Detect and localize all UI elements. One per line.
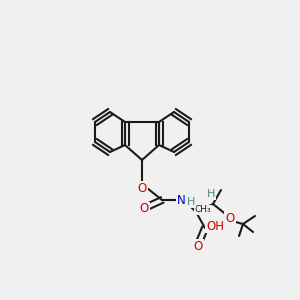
- Text: N: N: [177, 194, 185, 206]
- Text: O: O: [140, 202, 148, 215]
- Text: OH: OH: [206, 220, 224, 232]
- Text: H: H: [187, 197, 195, 207]
- Text: O: O: [225, 212, 235, 224]
- Text: O: O: [137, 182, 147, 194]
- Text: O: O: [194, 239, 202, 253]
- Text: H: H: [207, 189, 215, 199]
- Text: CH₃: CH₃: [195, 206, 211, 214]
